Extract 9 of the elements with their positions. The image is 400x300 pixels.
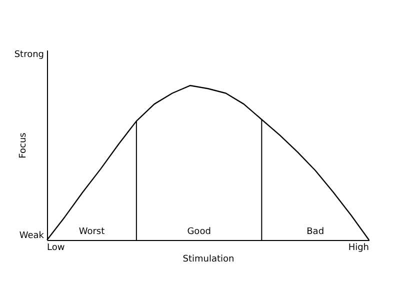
- text: High: [348, 243, 369, 253]
- text: Weak: [19, 231, 45, 241]
- x-axis-title: Stimulation: [182, 254, 234, 264]
- annotation: Good: [187, 227, 211, 237]
- text: Strong: [14, 50, 44, 60]
- y-axis-title: Focus: [18, 132, 28, 158]
- annotation: Worst: [78, 227, 106, 237]
- annotation: Bad: [306, 227, 324, 237]
- text: Low: [47, 243, 65, 253]
